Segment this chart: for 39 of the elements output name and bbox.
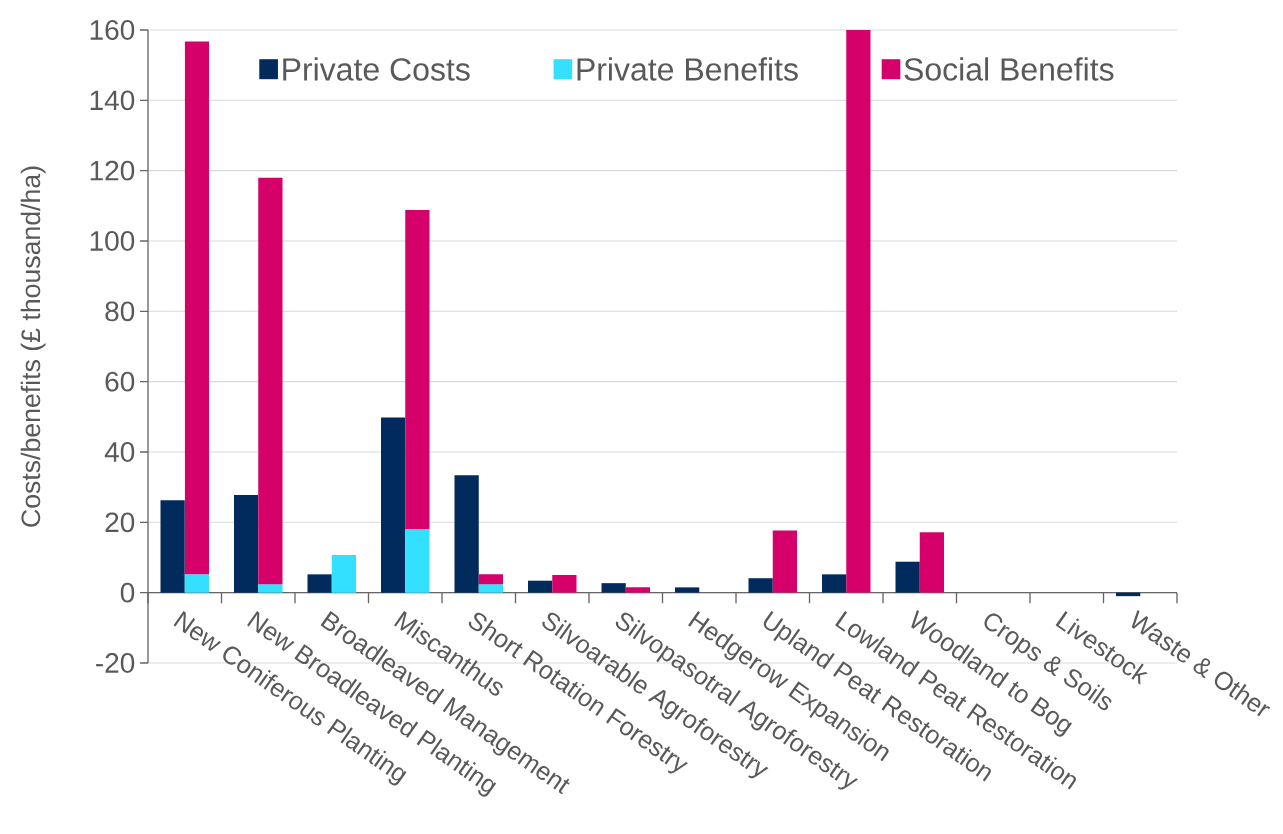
bar: [184, 41, 210, 575]
y-tick-label: 160: [90, 20, 135, 40]
bar: [552, 575, 577, 593]
bar: [478, 574, 504, 585]
bar: [748, 578, 773, 593]
bar: [381, 417, 406, 593]
y-tick-label: 60: [105, 371, 135, 392]
y-tick-label: 120: [90, 160, 135, 181]
y-tick-label: 140: [90, 90, 135, 111]
bar: [895, 561, 920, 593]
legend-label: Private Benefits: [577, 57, 798, 81]
bar: [258, 177, 283, 585]
bar: [675, 587, 700, 593]
y-tick-label: 20: [105, 512, 135, 533]
bar: [625, 587, 651, 593]
bar: [822, 574, 847, 593]
bar: [258, 584, 283, 593]
y-tick-label: 80: [105, 301, 135, 322]
bar: [478, 584, 504, 593]
legend-label: Social Benefits: [904, 57, 1114, 81]
bar: [307, 574, 332, 593]
bar: [331, 555, 357, 593]
bar: [919, 532, 945, 593]
y-axis-title: Costs/benefits (£ thousand/ha): [20, 166, 46, 527]
y-tick-label: 0: [120, 582, 135, 603]
bar: [601, 583, 626, 593]
bar: [160, 500, 185, 593]
bar: [405, 529, 430, 593]
bar: [405, 210, 430, 530]
bar: [184, 574, 210, 593]
y-tick-label: -20: [96, 653, 135, 673]
bar: [846, 29, 871, 593]
y-tick-label: 40: [104, 442, 135, 462]
legend-label: Private Costs: [283, 57, 470, 81]
bar: [772, 530, 798, 593]
y-tick-label: 100: [90, 231, 135, 251]
bar: [528, 580, 553, 593]
bar: [454, 475, 479, 593]
bar: [234, 494, 259, 593]
